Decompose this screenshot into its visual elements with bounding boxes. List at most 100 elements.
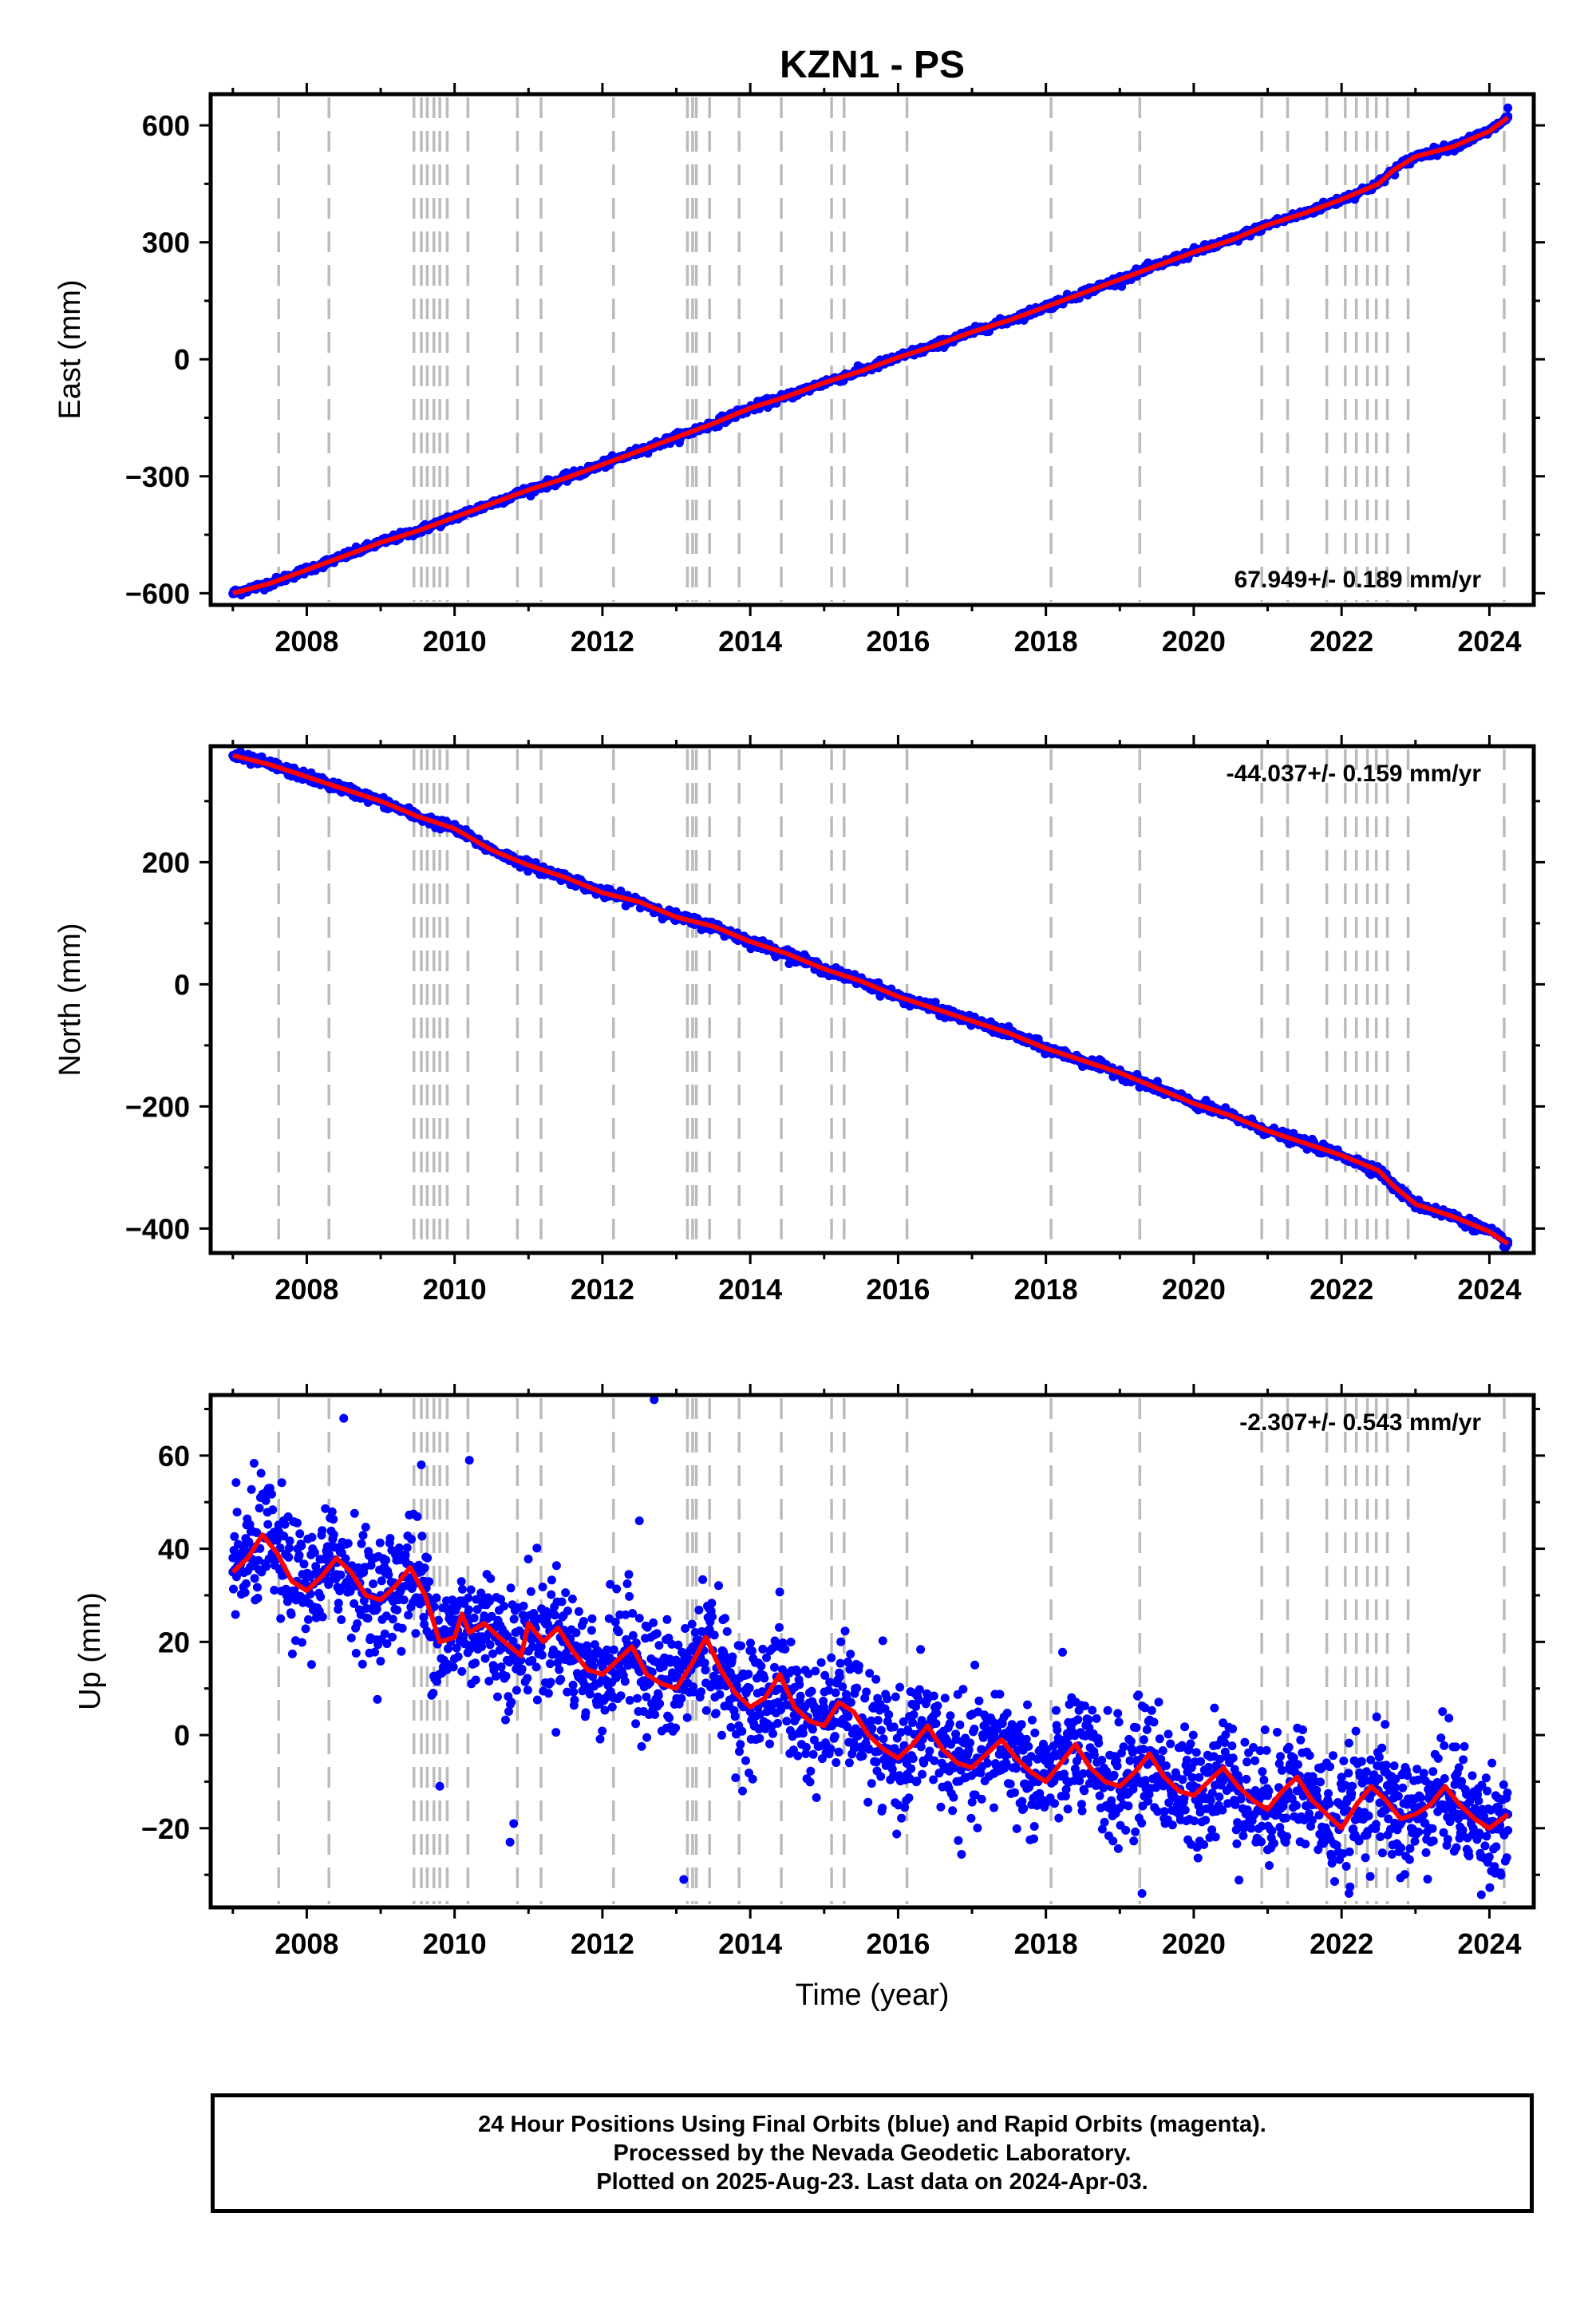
data-point	[631, 1719, 640, 1728]
data-point	[1030, 1822, 1039, 1831]
axes-frame	[211, 746, 1534, 1253]
data-point	[334, 1599, 343, 1607]
data-point	[403, 1543, 412, 1552]
data-point	[454, 1652, 463, 1661]
data-point	[1094, 1739, 1103, 1748]
page-title: KZN1 - PS	[780, 44, 965, 86]
data-point	[361, 1523, 370, 1532]
data-point	[1080, 1701, 1089, 1710]
data-point	[470, 1614, 479, 1622]
data-point	[432, 1594, 440, 1603]
x-tick-label: 2014	[718, 625, 782, 658]
data-point	[642, 1733, 651, 1742]
x-tick-label: 2010	[423, 625, 487, 658]
data-point	[457, 1667, 466, 1676]
data-point	[500, 1602, 508, 1611]
data-point	[449, 1662, 458, 1671]
data-point	[907, 1765, 915, 1773]
data-point	[710, 1630, 719, 1639]
data-point	[745, 1684, 754, 1693]
data-point	[1024, 1742, 1033, 1751]
y-tick-label: 600	[142, 109, 190, 142]
x-tick-label: 2012	[571, 625, 634, 658]
data-point	[974, 1697, 983, 1705]
data-point	[1080, 1786, 1088, 1795]
data-point	[284, 1553, 293, 1562]
data-point	[1108, 1836, 1117, 1845]
data-point	[413, 1512, 421, 1521]
data-point	[337, 1615, 346, 1624]
data-point	[714, 1581, 723, 1590]
data-point	[318, 1526, 326, 1535]
x-tick-label: 2010	[423, 1273, 487, 1306]
data-point	[737, 1727, 746, 1736]
data-point	[865, 1669, 874, 1678]
x-tick-label: 2014	[718, 1273, 782, 1306]
data-point	[510, 1615, 519, 1623]
data-point	[955, 1721, 964, 1729]
data-point	[683, 1713, 692, 1722]
data-point	[941, 1694, 950, 1702]
x-tick-label: 2008	[275, 625, 338, 658]
data-point	[925, 1747, 934, 1756]
data-point	[836, 1638, 845, 1646]
data-point	[497, 1662, 506, 1671]
data-point	[297, 1542, 306, 1551]
data-point	[812, 1793, 821, 1802]
data-point	[316, 1592, 325, 1601]
data-point	[665, 1713, 674, 1722]
data-point	[263, 1520, 272, 1529]
data-point	[242, 1579, 251, 1588]
data-point	[1010, 1788, 1019, 1797]
data-point	[879, 1734, 888, 1743]
data-point	[229, 1585, 238, 1594]
data-point	[973, 1824, 982, 1832]
data-point	[793, 1752, 802, 1761]
data-point	[910, 1710, 918, 1719]
x-tick-label: 2018	[1014, 625, 1078, 658]
data-point	[523, 1686, 532, 1694]
data-point	[241, 1588, 250, 1597]
data-point	[1115, 1717, 1124, 1726]
data-point	[358, 1539, 366, 1548]
data-point	[364, 1614, 373, 1622]
data-point	[946, 1719, 954, 1728]
data-point	[1058, 1648, 1067, 1657]
data-point	[501, 1716, 510, 1725]
data-point	[808, 1687, 816, 1696]
data-point	[1017, 1720, 1026, 1729]
data-point	[908, 1718, 917, 1727]
data-point	[836, 1672, 844, 1681]
data-point	[787, 1638, 796, 1646]
data-point	[286, 1536, 294, 1545]
data-point	[407, 1535, 416, 1543]
data-point	[653, 1629, 662, 1638]
data-point	[1019, 1804, 1028, 1813]
x-tick-label: 2020	[1162, 625, 1226, 658]
data-point	[626, 1696, 634, 1705]
data-point	[250, 1459, 259, 1468]
data-point	[507, 1698, 516, 1706]
data-point	[401, 1551, 410, 1559]
data-point	[723, 1627, 732, 1636]
data-point	[551, 1611, 559, 1619]
data-point	[708, 1612, 717, 1621]
data-point	[400, 1595, 409, 1604]
data-point	[423, 1554, 432, 1563]
data-point	[654, 1691, 663, 1700]
y-tick-label: −600	[125, 577, 190, 610]
data-point	[736, 1740, 745, 1749]
data-point	[796, 1692, 805, 1701]
data-point	[254, 1594, 263, 1603]
data-point	[558, 1598, 567, 1607]
plot-area	[228, 747, 1512, 1251]
data-point	[765, 1740, 774, 1749]
data-point	[523, 1674, 531, 1682]
data-point	[1088, 1706, 1096, 1715]
data-point	[929, 1776, 938, 1784]
data-point	[827, 1654, 836, 1662]
